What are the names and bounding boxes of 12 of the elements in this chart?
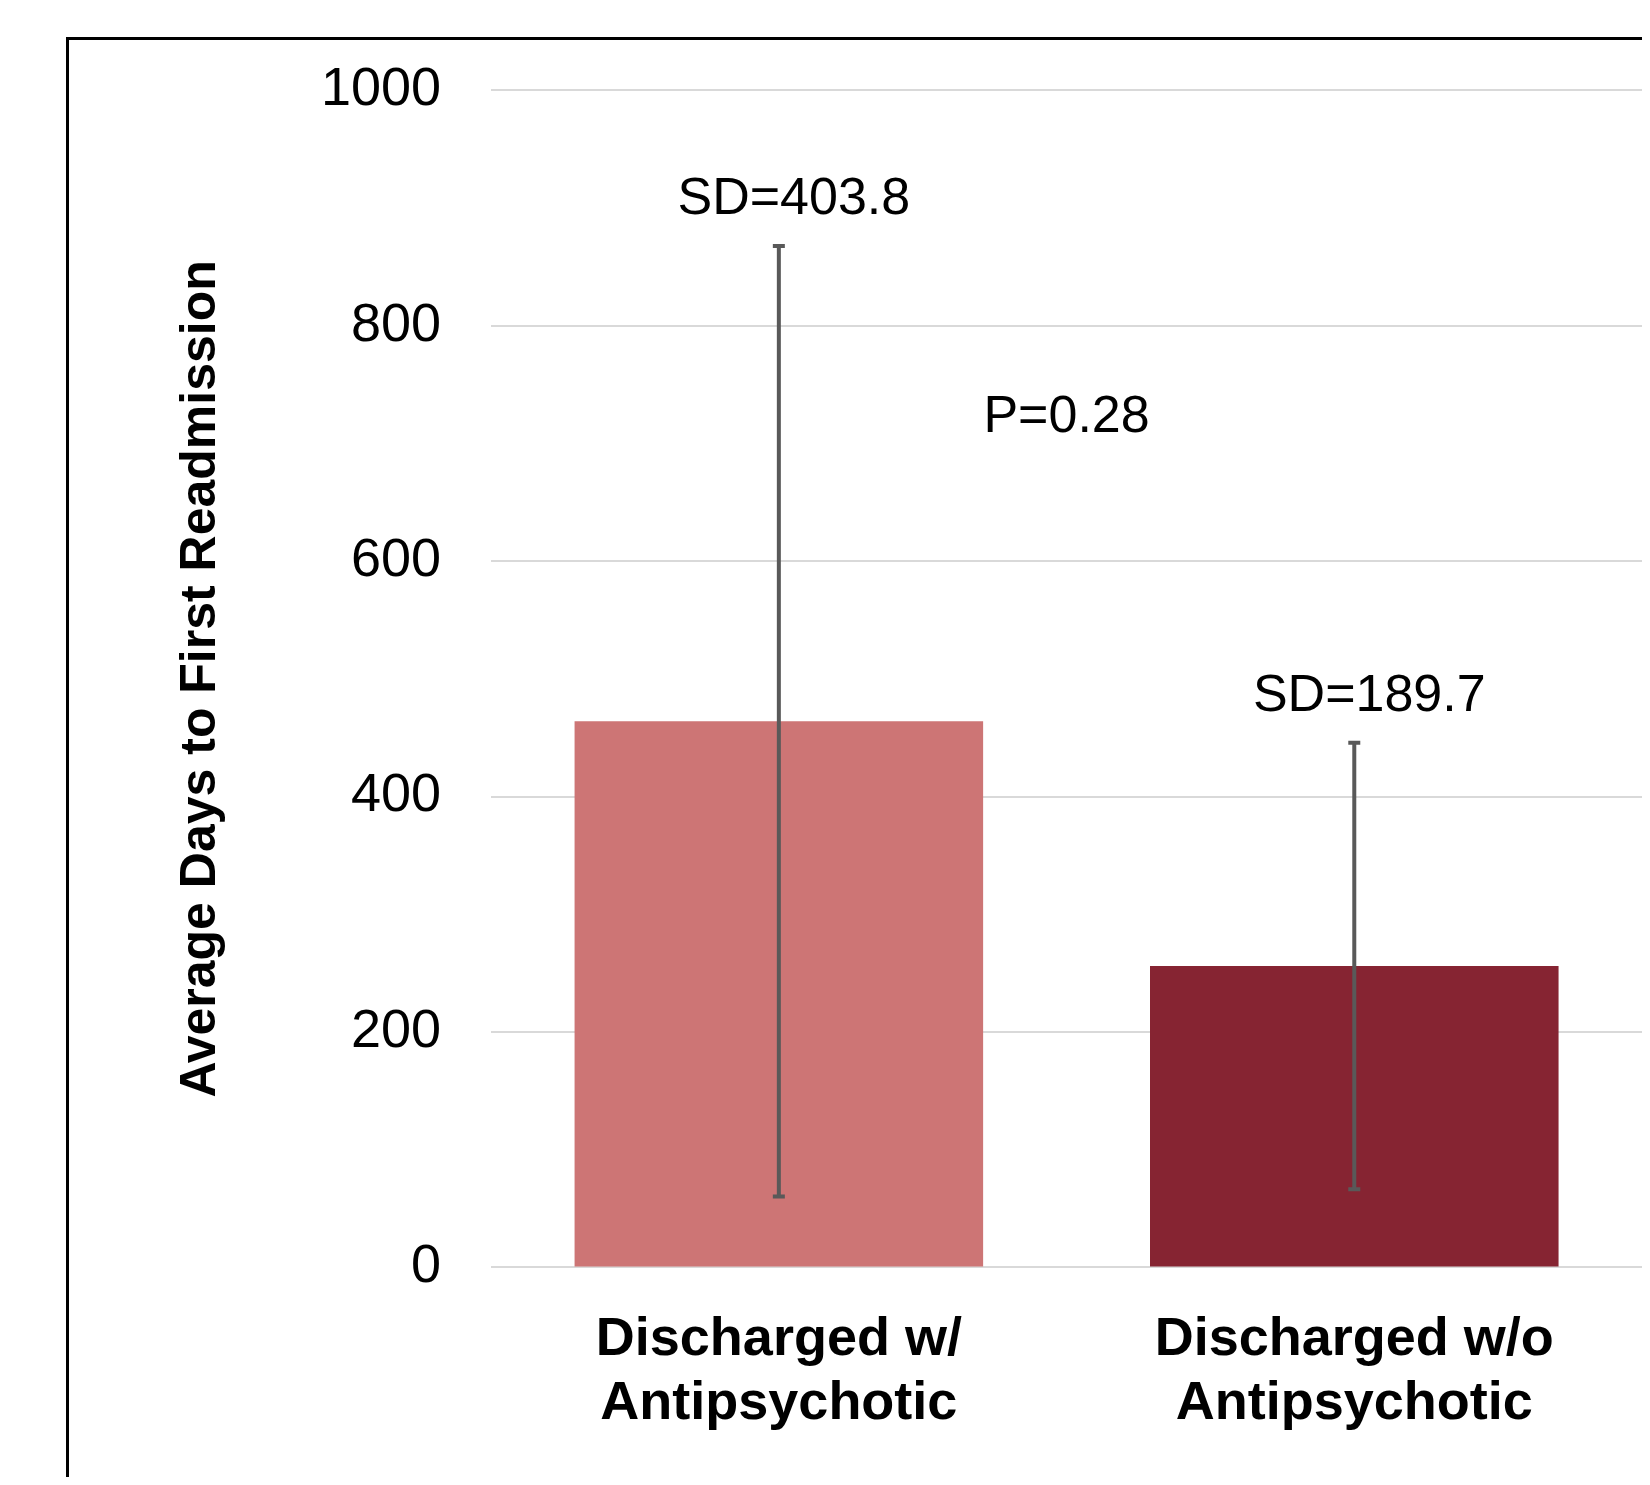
annotation: P=0.28 <box>983 384 1150 443</box>
y-tick-label: 0 <box>411 1233 442 1294</box>
x-tick-label: Discharged w/ Antipsychotic <box>595 1305 962 1431</box>
y-tick-label: 1000 <box>320 56 442 117</box>
annotation: SD=403.8 <box>677 167 911 226</box>
x-tick-label: Discharged w/o Antipsychotic <box>1154 1305 1554 1431</box>
y-tick-label: 800 <box>351 291 442 352</box>
y-axis-title: Average Days to First Readmission <box>169 260 226 1098</box>
y-tick-label: 400 <box>351 762 442 823</box>
annotation: SD=189.7 <box>1252 664 1486 723</box>
y-tick-label: 200 <box>351 997 442 1058</box>
y-tick-label: 600 <box>351 527 442 588</box>
